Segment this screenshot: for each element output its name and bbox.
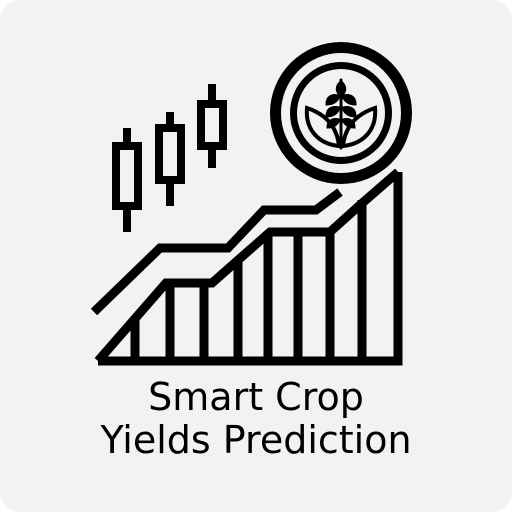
candlestick-icon-group <box>112 84 227 232</box>
leaf-coin-icon <box>270 42 412 184</box>
candlestick-icon <box>197 84 227 168</box>
wheat-leaf-icon <box>304 78 378 150</box>
logo-title: Smart Crop Yields Prediction <box>0 376 512 462</box>
bar-chart-icon <box>90 168 403 366</box>
logo-title-line-1: Smart Crop <box>148 375 364 419</box>
candlestick-icon <box>112 128 142 232</box>
candlestick-icon <box>155 112 185 206</box>
logo-title-line-2: Yields Prediction <box>100 418 412 462</box>
